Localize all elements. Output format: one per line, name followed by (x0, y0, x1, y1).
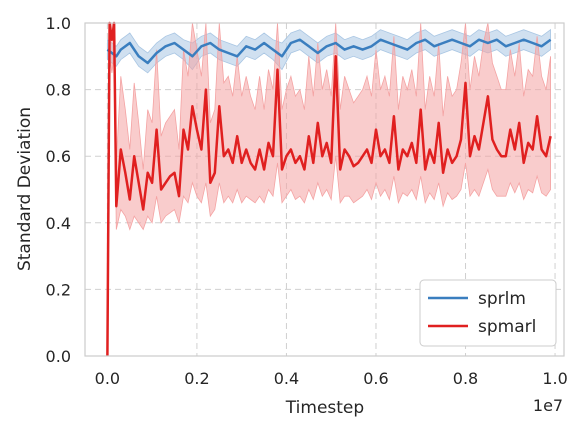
series-lines (106, 21, 552, 357)
y-tick-label: 0.2 (46, 280, 71, 299)
x-tick-label: 0.4 (274, 369, 299, 388)
y-tick-label: 1.0 (46, 14, 71, 33)
legend-box (419, 279, 557, 347)
y-tick-labels: 0.0 0.2 0.4 0.6 0.8 1.0 (46, 14, 71, 366)
x-tick-label: 0.2 (184, 369, 209, 388)
line-spmarl (106, 21, 552, 357)
y-tick-label: 0.8 (46, 81, 71, 100)
legend-label-sprlm: sprlm (478, 289, 526, 309)
x-tick-label: 0.8 (453, 369, 478, 388)
y-tick-label: 0.4 (46, 214, 71, 233)
y-axis-title: Standard Deviation (15, 107, 35, 271)
x-tick-label: 0.0 (95, 369, 120, 388)
legend: sprlm spmarl (419, 279, 557, 347)
x-axis-offset-label: 1e7 (533, 396, 563, 415)
legend-label-spmarl: spmarl (478, 317, 536, 337)
y-tick-label: 0.0 (46, 347, 71, 366)
x-tick-label: 1.0 (542, 369, 567, 388)
plot-frame (84, 22, 565, 357)
x-tick-label: 0.6 (363, 369, 388, 388)
y-tick-label: 0.6 (46, 147, 71, 166)
x-axis-title: Timestep (285, 398, 364, 418)
x-tick-labels: 0.0 0.2 0.4 0.6 0.8 1.0 (95, 369, 568, 388)
line-sprlm (106, 38, 552, 65)
